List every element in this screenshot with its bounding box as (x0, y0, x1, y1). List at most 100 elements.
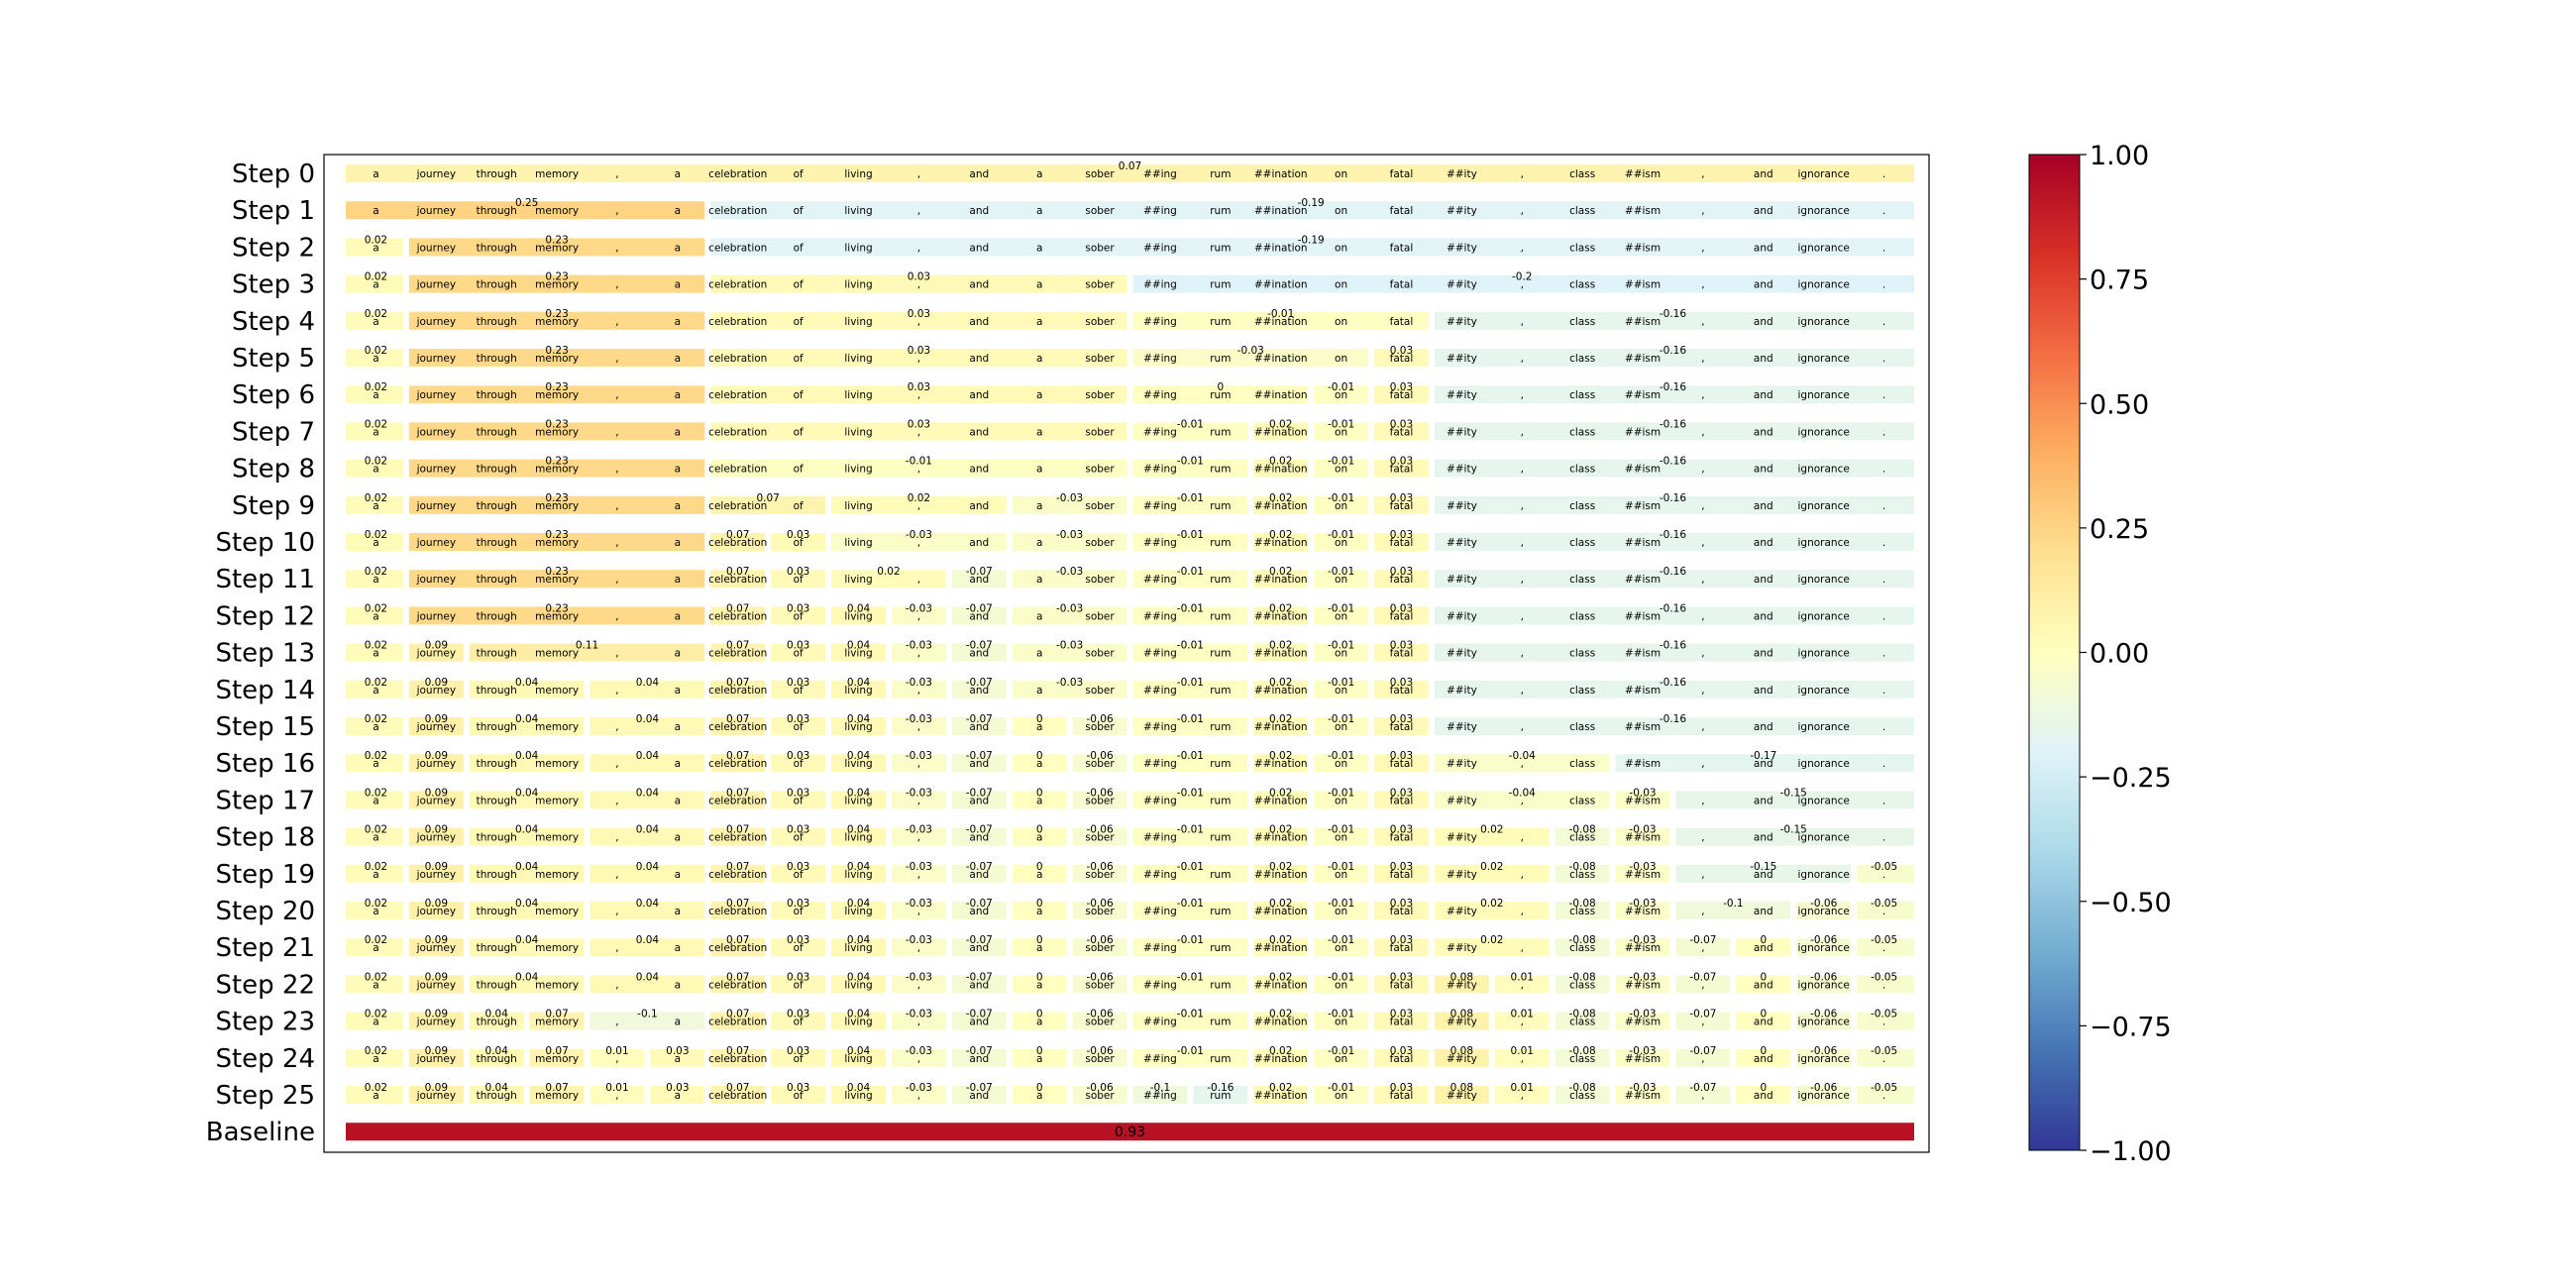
step-row: 0.02 0.09 0.04 0.04 0.07 0.03 0.04 -0.03 -0.07 0 -… (346, 971, 1914, 994)
segment-cell (1434, 1048, 1489, 1067)
segment-cell (710, 1086, 766, 1104)
token-label: rum (1210, 795, 1231, 806)
token-label: memory (535, 1017, 579, 1028)
token-label: ##ism (1625, 648, 1661, 660)
token-label: a (373, 1017, 378, 1028)
token-label: , (917, 1090, 920, 1102)
token-label: ##ing (1143, 685, 1177, 697)
token-label: , (1521, 832, 1524, 844)
segment-cell (1494, 1012, 1550, 1030)
segment-cell (771, 827, 826, 846)
segment-cell (1857, 1012, 1914, 1030)
segment-value-label: 0.04 (847, 934, 871, 946)
token-label: ##ity (1447, 389, 1477, 401)
segment-cell (710, 385, 1127, 404)
segment-cell (346, 827, 403, 846)
segment-cell (771, 791, 826, 809)
token-label: and (1754, 168, 1773, 180)
segment-value-label: -0.03 (906, 934, 932, 946)
token-label: journey (416, 242, 456, 254)
token-label: ##ing (1143, 1090, 1177, 1102)
token-label: living (844, 1017, 872, 1028)
token-label: through (477, 353, 517, 365)
segment-value-label: -0.01 (1328, 1045, 1354, 1057)
segment-cell (1314, 975, 1369, 994)
token-label: of (794, 869, 804, 881)
segment-cell (469, 827, 585, 846)
token-label: rum (1210, 832, 1231, 844)
segment-cell (1434, 975, 1489, 994)
token-label: and (1754, 389, 1773, 401)
segment-value-label: 0.03 (1390, 971, 1413, 983)
segment-cell (1193, 1086, 1248, 1104)
segment-value-label: 0.04 (847, 971, 871, 983)
segment-cell (771, 717, 826, 735)
token-label: ##ism (1625, 279, 1661, 291)
token-label: and (969, 1090, 989, 1102)
segment-cell (710, 238, 1915, 257)
token-label: , (1701, 353, 1704, 365)
segment-value-label: 0.03 (1390, 345, 1413, 357)
token-label: , (615, 389, 618, 401)
token-label: on (1335, 685, 1347, 697)
segment-value-label: 0.07 (726, 861, 749, 873)
segment-cell (346, 791, 403, 809)
segment-value-label: -0.01 (1177, 971, 1204, 983)
token-label: of (794, 610, 804, 622)
token-label: celebration (708, 464, 767, 476)
token-label: a (373, 316, 378, 328)
segment-value-label: -0.07 (1689, 1082, 1716, 1094)
token-label: . (1882, 279, 1885, 291)
y-tick-label: Step 10 (215, 528, 315, 558)
segment-value-label: 0.02 (877, 566, 900, 578)
segment-value-label: -0.03 (906, 898, 932, 910)
token-label: rum (1210, 353, 1231, 365)
segment-value-label: -0.07 (966, 602, 993, 614)
token-label: a (675, 537, 681, 549)
segment-value-label: 0.04 (515, 898, 539, 910)
token-label: and (1754, 795, 1773, 806)
step-row: 0.02 0.23 -0.19 a journey through memory, a cele… (346, 234, 1915, 257)
segment-value-label: -0.06 (1086, 971, 1113, 983)
segment-cell (1675, 1012, 1731, 1030)
segment-value-label: -0.03 (906, 529, 932, 541)
token-label: a (373, 979, 378, 991)
segment-cell (346, 902, 403, 919)
segment-value-label: 0.04 (515, 750, 539, 762)
segment-value-label: 0.02 (365, 824, 387, 836)
segment-value-label: -0.06 (1810, 1009, 1837, 1020)
token-label: and (969, 685, 989, 697)
segment-value-label: 0 (1760, 971, 1767, 983)
token-label: . (1882, 500, 1885, 512)
segment-value-label: -0.05 (1871, 1009, 1897, 1020)
segment-cell (831, 864, 886, 883)
token-label: living (844, 426, 872, 438)
token-label: fatal (1390, 279, 1414, 291)
segment-value-label: -0.03 (1056, 492, 1083, 504)
token-label: sober (1085, 500, 1115, 512)
step-row: 0.02 0.09 0.04 0.04 0.07 0.03 0.04 -0.03 -0.07 0 -… (346, 861, 1914, 883)
segment-value-label: -0.07 (966, 971, 993, 983)
segment-value-label: -0.01 (1328, 750, 1354, 762)
segment-cell (1675, 827, 1914, 846)
segment-value-label: 0.09 (425, 713, 448, 725)
segment-value-label: -0.01 (1177, 602, 1204, 614)
segment-value-label: 0.02 (1269, 787, 1292, 799)
token-label: ##ity (1447, 906, 1477, 917)
segment-cell (710, 570, 766, 589)
token-label: a (1036, 610, 1042, 622)
token-label: through (477, 168, 517, 180)
token-label: a (675, 168, 681, 180)
token-label: , (615, 648, 618, 660)
token-label: through (477, 648, 517, 660)
segment-cell (408, 1012, 464, 1030)
token-label: ignorance (1798, 832, 1850, 844)
segment-cell (1072, 864, 1127, 883)
segment-value-label: 0.03 (1390, 640, 1413, 652)
y-tick-label: Step 21 (215, 933, 315, 963)
segment-cell (408, 495, 705, 514)
token-label: a (1036, 721, 1042, 733)
token-label: a (1036, 205, 1042, 217)
segment-cell (831, 902, 886, 919)
segment-cell (771, 938, 826, 957)
